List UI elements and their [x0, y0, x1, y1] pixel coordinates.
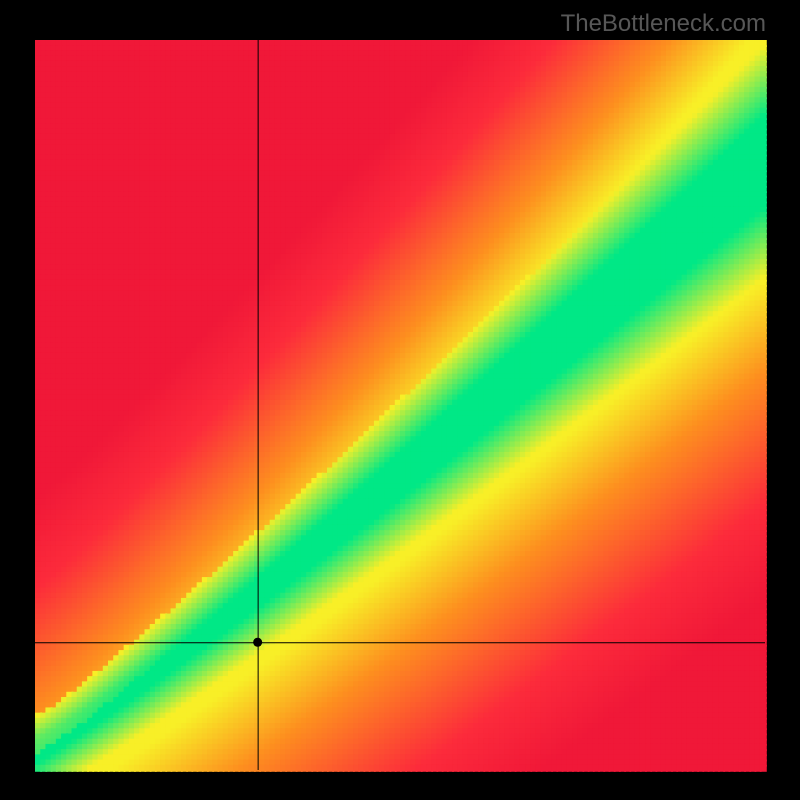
chart-container: TheBottleneck.com [0, 0, 800, 800]
bottleneck-heatmap [0, 0, 800, 800]
watermark-text: TheBottleneck.com [561, 10, 766, 38]
